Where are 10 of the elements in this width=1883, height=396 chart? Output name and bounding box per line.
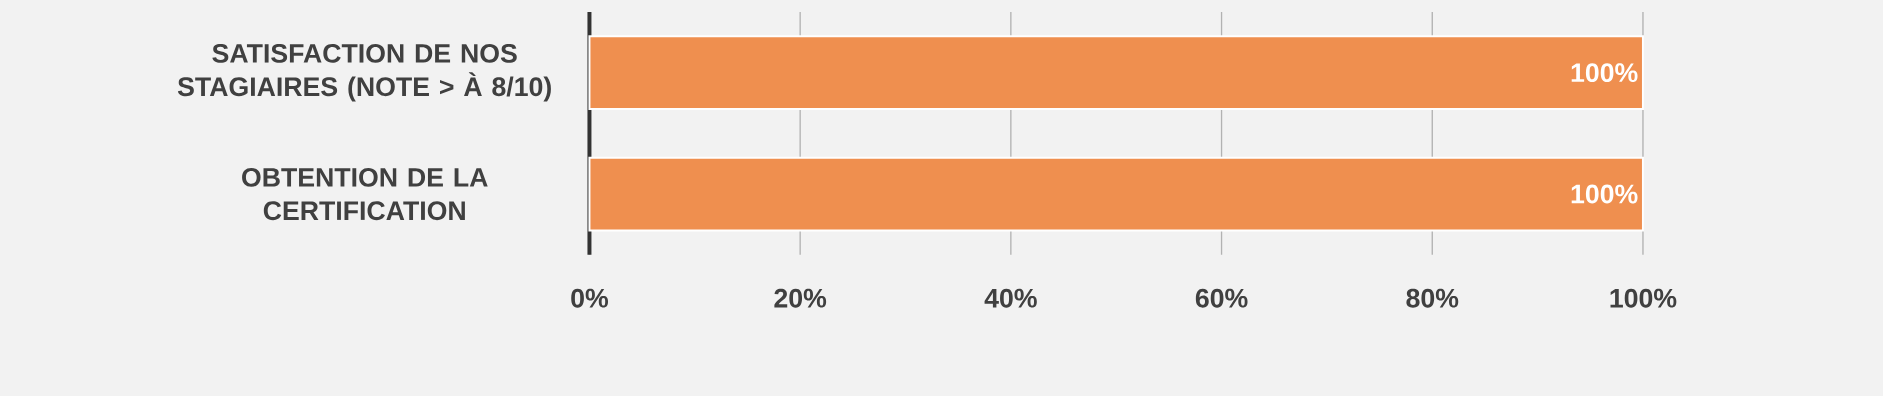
data-label: 100%	[1571, 63, 1638, 83]
x-tick-label: 40%	[984, 288, 1037, 308]
x-tick-label: 20%	[774, 288, 827, 308]
x-tick-label: 100%	[1610, 288, 1677, 308]
y-tick-label: SATISFACTION DE NOS STAGIAIRES (NOTE > À 8/10)	[177, 43, 551, 102]
y-tick-label: OBTENTION DE LA CERTIFICATION	[242, 167, 488, 221]
data-label: 100%	[1571, 184, 1638, 204]
x-tick-label: 0%	[571, 288, 609, 308]
x-tick-label: 60%	[1195, 288, 1248, 308]
x-tick-label: 80%	[1406, 288, 1459, 308]
